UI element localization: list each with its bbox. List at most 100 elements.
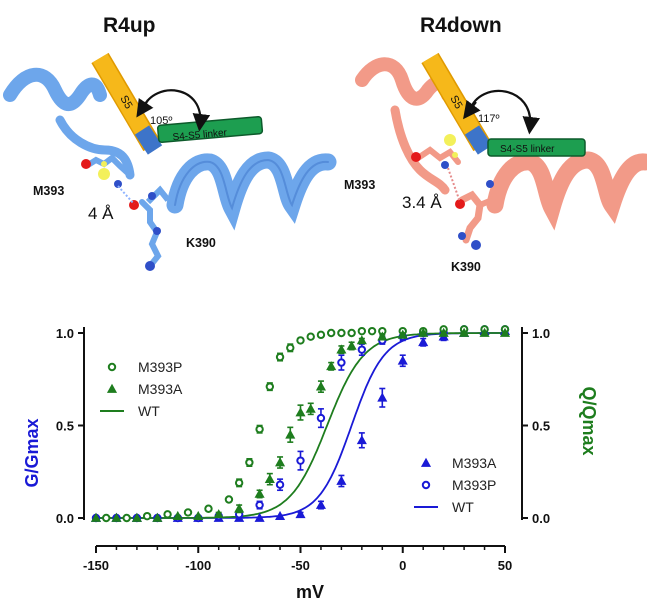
data-point	[275, 352, 285, 362]
legend-label: WT	[138, 403, 160, 419]
x-tick-label: -50	[291, 558, 310, 573]
data-point	[131, 512, 142, 522]
legend-marker-icon	[420, 457, 432, 467]
right-linker-label: S4-S5 linker	[500, 144, 555, 155]
y-tick-label-right: 0.0	[532, 511, 550, 526]
series-g-m393p	[91, 325, 510, 523]
data-point	[336, 344, 347, 354]
chart-x-label: mV	[296, 582, 324, 602]
data-point	[265, 382, 275, 391]
legend-g: M393A M393P WT	[414, 455, 497, 515]
data-point	[315, 499, 326, 509]
chart-points	[90, 325, 511, 523]
right-m393-sidechain	[411, 134, 461, 169]
data-point	[224, 495, 234, 504]
left-panel-title: R4up	[103, 14, 156, 37]
right-k390-label: K390	[451, 260, 481, 274]
data-point	[499, 327, 511, 337]
data-point	[90, 512, 102, 522]
left-linker: S4-S5 linker	[157, 115, 264, 144]
left-s5-helix: S5	[91, 52, 163, 155]
data-point	[326, 361, 337, 371]
data-point	[346, 340, 357, 350]
right-structure: S5 S4-S5 linker 117º	[355, 52, 647, 250]
chart-y-label-left: G/Gmax	[22, 418, 42, 487]
data-point	[316, 330, 326, 340]
legend-q: M393P M393A WT	[100, 359, 183, 419]
data-point	[397, 355, 408, 365]
fit-curve-q	[96, 332, 505, 519]
data-point	[245, 458, 254, 467]
data-point	[397, 329, 408, 339]
data-point	[337, 358, 346, 367]
series-q-m393p	[102, 325, 510, 523]
right-k390-sidechain	[455, 180, 494, 250]
data-point	[213, 509, 224, 519]
right-distance-label: 3.4 Å	[402, 193, 442, 212]
right-s5-helix: S5	[421, 52, 493, 155]
data-point	[418, 327, 429, 337]
chart-y-label-right: Q/Qmax	[579, 386, 599, 455]
data-point	[255, 425, 264, 434]
data-point	[315, 381, 326, 391]
data-point	[367, 326, 377, 336]
data-point	[296, 456, 305, 465]
right-s5-label: S5	[447, 94, 464, 112]
data-point	[438, 327, 449, 337]
data-point	[479, 327, 490, 337]
right-panel-title: R4down	[420, 14, 502, 37]
right-distance-line	[447, 167, 461, 203]
legend-marker-icon	[107, 362, 117, 372]
data-point	[255, 500, 264, 510]
data-point	[264, 473, 275, 484]
data-point	[254, 488, 265, 498]
left-angle-label: 105º	[150, 115, 172, 127]
data-point	[377, 392, 388, 402]
legend-label: WT	[452, 499, 474, 515]
chart-axes: -150 -100 -50 0 50 0.0 0.5 1.0 0.0 0.5 1.0	[56, 326, 550, 573]
x-tick-label: 50	[498, 558, 512, 573]
legend-label: M393A	[138, 381, 183, 397]
series-q-m393a	[90, 327, 511, 522]
data-point	[357, 326, 367, 336]
legend-marker-icon	[106, 383, 118, 393]
data-point	[142, 511, 152, 521]
right-helix-coil	[390, 105, 450, 195]
left-helix-upper	[3, 67, 107, 111]
data-point	[377, 331, 388, 341]
data-point	[285, 429, 296, 439]
y-tick-label-left: 1.0	[56, 326, 74, 341]
x-tick-label: -150	[83, 558, 109, 573]
legend-label: M393P	[452, 477, 496, 493]
y-tick-label-left: 0.5	[56, 419, 74, 434]
data-point	[337, 328, 346, 338]
data-point	[275, 480, 285, 489]
data-point	[459, 327, 470, 337]
left-k390-sidechain	[129, 185, 171, 271]
data-point	[316, 413, 326, 423]
data-point	[204, 504, 213, 513]
data-point	[152, 512, 163, 522]
data-point	[356, 435, 367, 445]
data-point	[234, 478, 244, 488]
data-point	[122, 513, 131, 523]
x-tick-label: 0	[399, 558, 406, 573]
structure-panels: S5 S4-S5 linker 105º	[3, 52, 647, 271]
legend-marker-icon	[421, 480, 431, 490]
data-point	[275, 457, 286, 467]
left-distance-label: 4 Å	[88, 204, 114, 223]
data-point	[163, 510, 172, 519]
left-m393-label: M393	[33, 184, 65, 198]
legend-label: M393A	[452, 455, 497, 471]
y-tick-label-right: 0.5	[532, 419, 550, 434]
data-point	[254, 512, 265, 522]
y-tick-label-right: 1.0	[532, 326, 550, 341]
left-s5-label: S5	[117, 94, 134, 112]
data-point	[336, 475, 347, 485]
left-m393-sidechain	[81, 154, 133, 188]
left-k390-label: K390	[186, 236, 216, 250]
left-linker-label: S4-S5 linker	[172, 128, 228, 144]
data-point	[356, 335, 367, 345]
data-point	[234, 503, 245, 513]
data-point	[306, 332, 315, 341]
